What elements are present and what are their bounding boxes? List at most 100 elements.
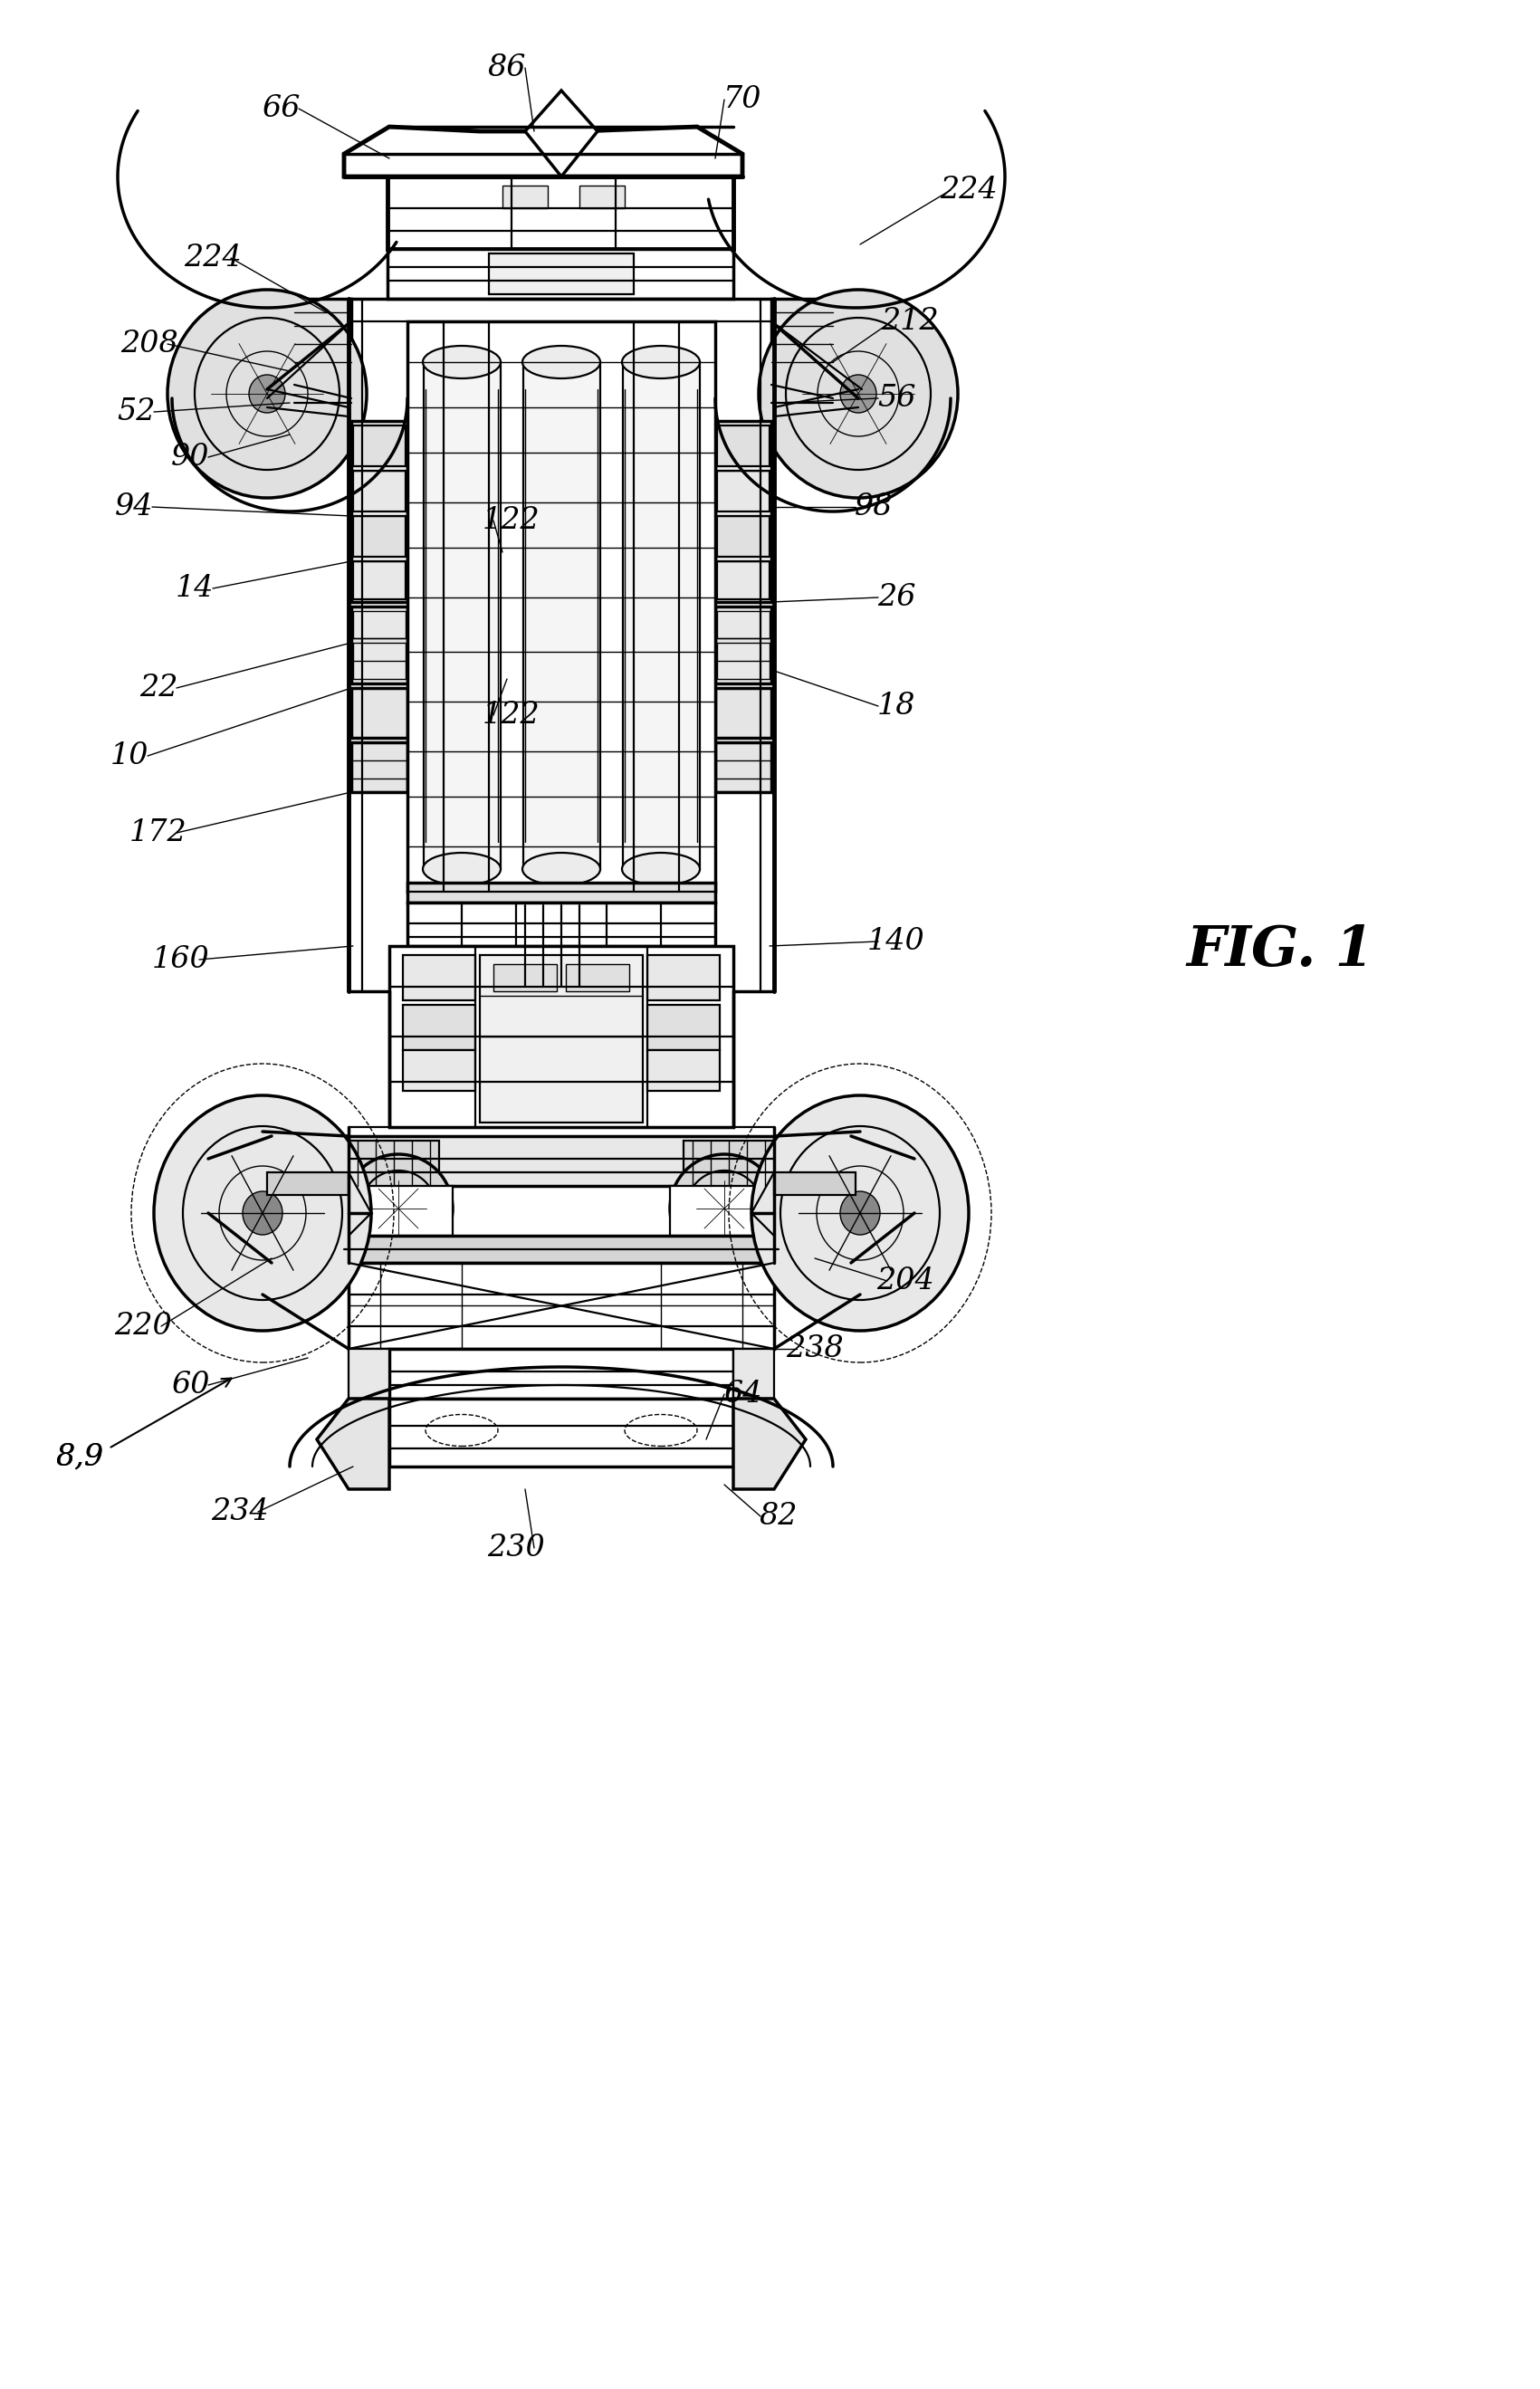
- Bar: [290, 399, 322, 425]
- Bar: [390, 1398, 733, 1467]
- Ellipse shape: [670, 1154, 779, 1264]
- Text: 26: 26: [878, 583, 916, 612]
- Bar: [290, 299, 351, 404]
- Text: 8,9: 8,9: [55, 1443, 103, 1472]
- Ellipse shape: [841, 375, 876, 413]
- Bar: [351, 607, 408, 683]
- Bar: [424, 363, 501, 870]
- Bar: [493, 965, 557, 991]
- Text: 70: 70: [724, 86, 762, 115]
- Text: 234: 234: [211, 1498, 269, 1527]
- Text: 82: 82: [759, 1503, 798, 1531]
- Text: 18: 18: [878, 693, 916, 721]
- Ellipse shape: [622, 346, 699, 377]
- Bar: [670, 1185, 775, 1235]
- Bar: [388, 177, 733, 248]
- Bar: [796, 358, 833, 409]
- Ellipse shape: [243, 1192, 282, 1235]
- Ellipse shape: [522, 346, 601, 377]
- Bar: [715, 688, 772, 738]
- Bar: [403, 1006, 476, 1051]
- Bar: [565, 965, 630, 991]
- Text: 90: 90: [171, 442, 209, 471]
- Bar: [502, 186, 548, 208]
- Bar: [390, 946, 733, 1128]
- Bar: [772, 299, 833, 404]
- Bar: [647, 1006, 719, 1051]
- Text: 122: 122: [482, 506, 541, 535]
- Bar: [647, 956, 719, 1001]
- Text: 52: 52: [117, 397, 156, 425]
- Bar: [718, 643, 770, 678]
- Bar: [299, 370, 319, 397]
- Bar: [775, 1173, 856, 1194]
- Text: 56: 56: [878, 385, 916, 413]
- Text: 230: 230: [487, 1534, 545, 1562]
- Bar: [715, 743, 772, 793]
- Bar: [408, 882, 715, 903]
- Ellipse shape: [707, 1190, 742, 1226]
- Text: 160: 160: [152, 946, 209, 975]
- Bar: [480, 956, 642, 1123]
- Ellipse shape: [522, 853, 601, 886]
- Bar: [715, 607, 772, 683]
- Text: 94: 94: [115, 492, 154, 521]
- Bar: [403, 1051, 476, 1092]
- Bar: [348, 1185, 453, 1235]
- Polygon shape: [525, 91, 598, 177]
- Text: 8,9: 8,9: [55, 1443, 103, 1472]
- Bar: [351, 420, 408, 602]
- Bar: [348, 1264, 775, 1350]
- Ellipse shape: [154, 1097, 371, 1331]
- Text: 22: 22: [139, 674, 177, 702]
- Text: 208: 208: [120, 330, 179, 358]
- Ellipse shape: [841, 1192, 879, 1235]
- Text: 172: 172: [129, 819, 188, 848]
- Ellipse shape: [380, 1190, 416, 1226]
- Polygon shape: [348, 1350, 390, 1398]
- Text: 238: 238: [785, 1335, 844, 1364]
- Bar: [353, 516, 405, 557]
- Bar: [353, 643, 405, 678]
- Ellipse shape: [424, 346, 501, 377]
- Text: 224: 224: [939, 177, 998, 205]
- Bar: [343, 1235, 779, 1264]
- Ellipse shape: [168, 289, 367, 497]
- Text: FIG. 1: FIG. 1: [1186, 925, 1374, 977]
- Text: 204: 204: [876, 1266, 935, 1295]
- Bar: [351, 743, 408, 793]
- Ellipse shape: [249, 375, 285, 413]
- Bar: [718, 425, 770, 466]
- Text: 224: 224: [183, 244, 242, 272]
- Bar: [290, 358, 326, 409]
- Polygon shape: [733, 1398, 805, 1488]
- Polygon shape: [317, 1398, 390, 1488]
- Text: 122: 122: [482, 700, 541, 729]
- Bar: [353, 561, 405, 600]
- Bar: [579, 186, 625, 208]
- Bar: [353, 612, 405, 638]
- Bar: [353, 471, 405, 511]
- Ellipse shape: [759, 289, 958, 497]
- Polygon shape: [343, 127, 742, 177]
- Bar: [348, 1137, 775, 1185]
- Ellipse shape: [752, 1097, 969, 1331]
- Bar: [408, 323, 715, 891]
- Ellipse shape: [622, 853, 699, 886]
- Text: 60: 60: [171, 1371, 209, 1400]
- Bar: [524, 363, 601, 870]
- Bar: [388, 248, 733, 299]
- Text: 66: 66: [262, 93, 300, 124]
- Text: 140: 140: [867, 927, 926, 956]
- Bar: [718, 516, 770, 557]
- Bar: [266, 1173, 348, 1194]
- Ellipse shape: [424, 853, 501, 886]
- Bar: [684, 1140, 775, 1183]
- Bar: [403, 956, 476, 1001]
- Bar: [801, 399, 833, 425]
- Bar: [718, 612, 770, 638]
- Bar: [718, 561, 770, 600]
- Ellipse shape: [343, 1154, 453, 1264]
- Bar: [804, 370, 824, 397]
- Polygon shape: [733, 1350, 775, 1398]
